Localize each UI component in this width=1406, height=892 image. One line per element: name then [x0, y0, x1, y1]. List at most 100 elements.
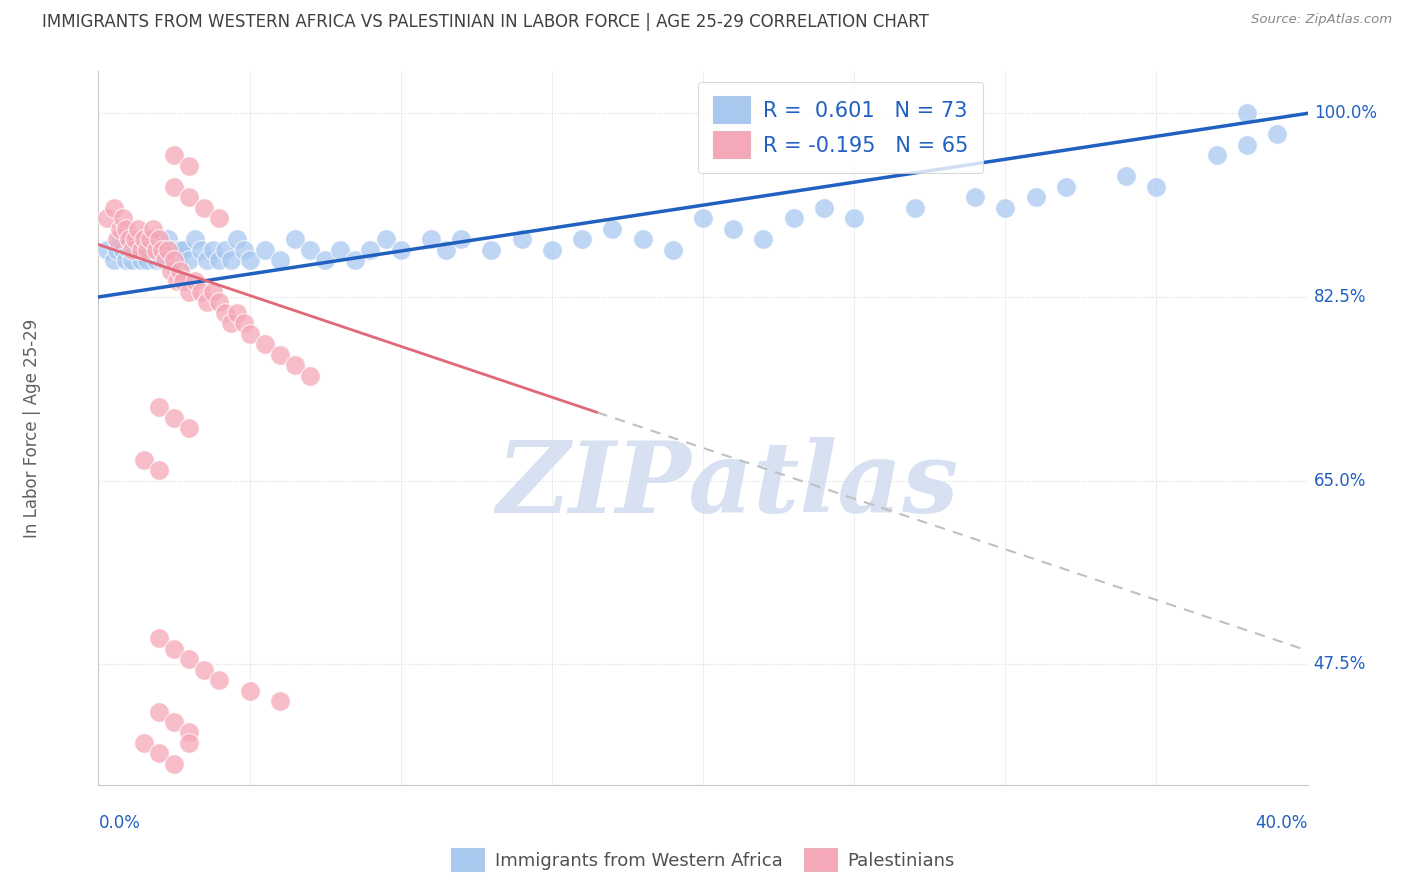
Point	[177, 285, 201, 299]
Point	[163, 179, 186, 194]
Point	[208, 673, 231, 687]
Point	[177, 253, 201, 268]
Point	[96, 211, 118, 226]
Point	[193, 201, 215, 215]
Point	[148, 631, 170, 645]
Point	[208, 253, 231, 268]
Point	[994, 201, 1017, 215]
Point	[184, 232, 207, 246]
Point	[284, 232, 307, 246]
Point	[510, 232, 533, 246]
Point	[721, 221, 744, 235]
Point	[114, 253, 136, 268]
Point	[434, 243, 457, 257]
Point	[156, 243, 179, 257]
Point	[150, 253, 173, 268]
Point	[844, 211, 866, 226]
Point	[139, 243, 162, 257]
Text: Source: ZipAtlas.com: Source: ZipAtlas.com	[1251, 13, 1392, 27]
Point	[813, 201, 835, 215]
Text: 0.0%: 0.0%	[98, 814, 141, 831]
Point	[118, 243, 141, 257]
Point	[481, 243, 503, 257]
Point	[269, 253, 291, 268]
Point	[163, 148, 186, 162]
Text: 47.5%: 47.5%	[1313, 656, 1367, 673]
Point	[177, 421, 201, 435]
Point	[1054, 179, 1077, 194]
Point	[631, 232, 654, 246]
Point	[329, 243, 352, 257]
Text: 65.0%: 65.0%	[1313, 472, 1367, 490]
Point	[111, 243, 134, 257]
Point	[148, 705, 170, 719]
Point	[160, 253, 183, 268]
Point	[692, 211, 714, 226]
Point	[163, 714, 186, 729]
Point	[148, 243, 170, 257]
Point	[177, 725, 201, 739]
Point	[139, 232, 162, 246]
Point	[129, 243, 152, 257]
Point	[226, 232, 249, 246]
Point	[208, 295, 231, 310]
Point	[752, 232, 775, 246]
Point	[108, 232, 131, 246]
Text: In Labor Force | Age 25-29: In Labor Force | Age 25-29	[22, 318, 41, 538]
Point	[127, 232, 149, 246]
Point	[202, 243, 225, 257]
Point	[163, 243, 186, 257]
Point	[142, 221, 165, 235]
Point	[195, 295, 218, 310]
Point	[314, 253, 336, 268]
Point	[284, 358, 307, 372]
Point	[177, 736, 201, 750]
Point	[1265, 128, 1288, 142]
Text: 82.5%: 82.5%	[1313, 288, 1367, 306]
Point	[965, 190, 987, 204]
Point	[239, 326, 262, 341]
Point	[108, 221, 131, 235]
Point	[135, 253, 157, 268]
Point	[148, 747, 170, 761]
Legend: Immigrants from Western Africa, Palestinians: Immigrants from Western Africa, Palestin…	[444, 841, 962, 879]
Point	[661, 243, 683, 257]
Point	[232, 243, 254, 257]
Point	[111, 211, 134, 226]
Point	[239, 683, 262, 698]
Point	[121, 243, 143, 257]
Point	[129, 253, 152, 268]
Point	[221, 316, 243, 330]
Point	[419, 232, 441, 246]
Point	[153, 243, 176, 257]
Point	[163, 410, 186, 425]
Point	[1144, 179, 1167, 194]
Point	[121, 253, 143, 268]
Point	[105, 232, 128, 246]
Point	[299, 368, 322, 383]
Text: IMMIGRANTS FROM WESTERN AFRICA VS PALESTINIAN IN LABOR FORCE | AGE 25-29 CORRELA: IMMIGRANTS FROM WESTERN AFRICA VS PALEST…	[42, 13, 929, 31]
Point	[169, 264, 191, 278]
Text: ZIPatlas: ZIPatlas	[496, 437, 959, 533]
Point	[132, 243, 155, 257]
Point	[450, 232, 472, 246]
Point	[232, 316, 254, 330]
Point	[253, 337, 276, 351]
Text: 40.0%: 40.0%	[1256, 814, 1308, 831]
Point	[145, 243, 167, 257]
Point	[190, 285, 212, 299]
Point	[1024, 190, 1046, 204]
Point	[782, 211, 804, 226]
Point	[118, 232, 141, 246]
Point	[208, 211, 231, 226]
Point	[190, 243, 212, 257]
Point	[163, 253, 186, 268]
Point	[226, 306, 249, 320]
Point	[103, 201, 125, 215]
Point	[540, 243, 562, 257]
Point	[214, 243, 236, 257]
Point	[103, 253, 125, 268]
Point	[163, 756, 186, 771]
Point	[184, 274, 207, 288]
Point	[177, 652, 201, 666]
